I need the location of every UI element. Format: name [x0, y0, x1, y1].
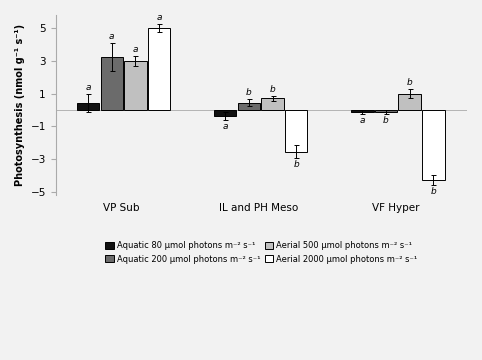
- Bar: [77, 103, 99, 110]
- Bar: [124, 61, 147, 110]
- Bar: [399, 94, 421, 110]
- Bar: [375, 110, 397, 112]
- Text: b: b: [407, 78, 413, 87]
- Bar: [148, 28, 170, 110]
- Text: a: a: [360, 116, 365, 125]
- Bar: [214, 110, 236, 116]
- Text: b: b: [294, 160, 299, 169]
- Bar: [261, 99, 284, 110]
- Bar: [422, 110, 444, 180]
- Text: a: a: [133, 45, 138, 54]
- Text: a: a: [222, 122, 228, 131]
- Bar: [285, 110, 308, 152]
- Y-axis label: Photosynthesis (nmol g⁻¹ s⁻¹): Photosynthesis (nmol g⁻¹ s⁻¹): [15, 24, 25, 186]
- Text: a: a: [156, 13, 162, 22]
- Bar: [351, 110, 374, 112]
- Text: a: a: [85, 84, 91, 93]
- Text: b: b: [383, 116, 389, 125]
- Text: b: b: [430, 187, 436, 196]
- Text: a: a: [109, 32, 115, 41]
- Legend: Aquatic 80 μmol photons m⁻² s⁻¹, Aquatic 200 μmol photons m⁻² s⁻¹, Aerial 500 μm: Aquatic 80 μmol photons m⁻² s⁻¹, Aquatic…: [103, 239, 420, 266]
- Text: b: b: [269, 85, 275, 94]
- Bar: [101, 57, 123, 110]
- Bar: [238, 103, 260, 110]
- Text: b: b: [246, 88, 252, 97]
